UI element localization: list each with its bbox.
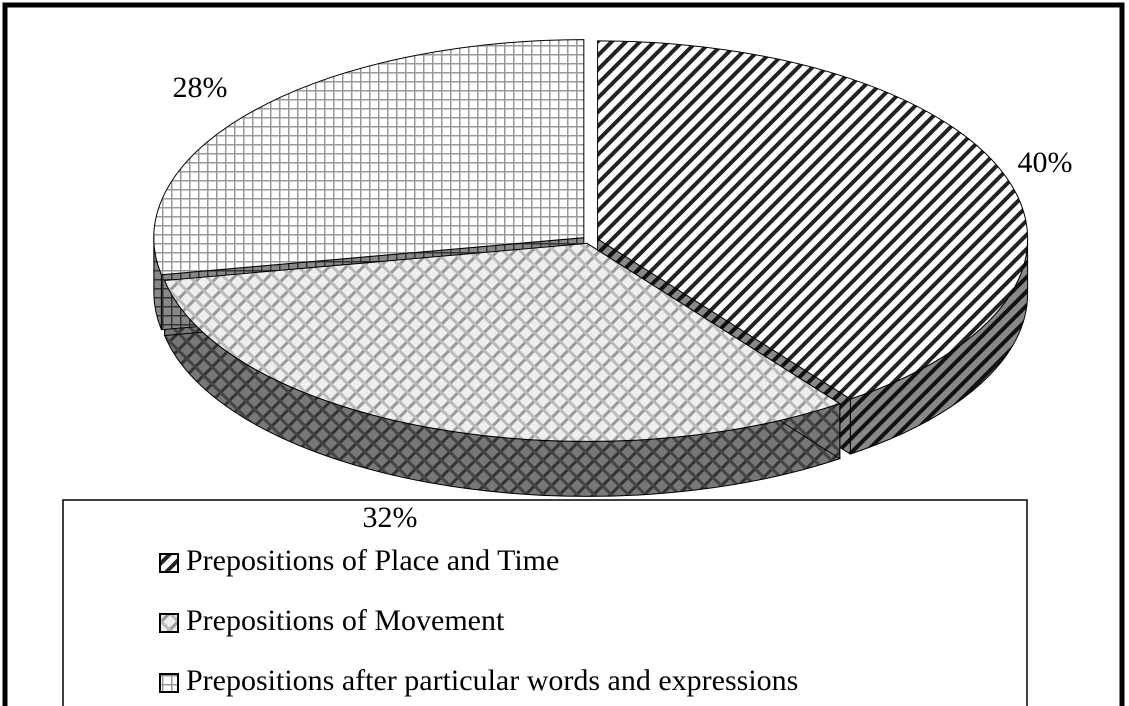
legend-box xyxy=(62,499,1028,706)
pie-slice xyxy=(153,39,585,276)
legend-label: Prepositions of Place and Time xyxy=(186,544,559,577)
legend-swatch xyxy=(159,673,179,693)
data-label: 32% xyxy=(363,501,418,534)
pie-slice xyxy=(163,242,841,442)
data-label: 40% xyxy=(1018,146,1073,179)
legend-swatch xyxy=(159,553,179,573)
legend-label: Prepositions after particular words and … xyxy=(186,664,798,697)
legend-swatch xyxy=(159,613,179,633)
pie-slice xyxy=(597,40,1029,400)
legend-label: Prepositions of Movement xyxy=(186,604,505,637)
data-label: 28% xyxy=(173,71,228,104)
